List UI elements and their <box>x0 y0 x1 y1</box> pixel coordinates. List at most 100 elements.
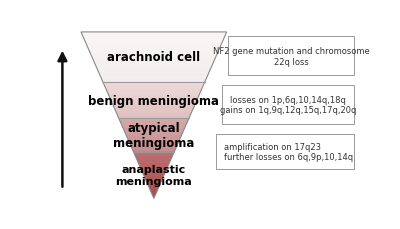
Polygon shape <box>113 106 194 107</box>
Polygon shape <box>84 38 224 39</box>
Polygon shape <box>128 140 180 141</box>
Polygon shape <box>110 98 198 99</box>
Polygon shape <box>133 151 175 152</box>
Polygon shape <box>136 157 172 158</box>
Polygon shape <box>86 43 222 44</box>
Polygon shape <box>95 65 212 66</box>
Polygon shape <box>106 90 202 91</box>
Polygon shape <box>108 94 200 95</box>
Polygon shape <box>129 141 179 142</box>
Polygon shape <box>133 150 175 151</box>
Polygon shape <box>116 111 192 112</box>
Polygon shape <box>87 46 221 47</box>
Polygon shape <box>126 136 181 137</box>
Polygon shape <box>130 143 178 144</box>
Polygon shape <box>146 179 162 180</box>
Text: losses on 1p,6q,10,14q,18q
gains on 1q,9q,12q,15q,17q,20q: losses on 1p,6q,10,14q,18q gains on 1q,9… <box>220 95 356 115</box>
Polygon shape <box>85 42 223 43</box>
Polygon shape <box>125 133 183 134</box>
FancyBboxPatch shape <box>222 86 354 124</box>
Polygon shape <box>130 145 177 146</box>
Text: atypical
meningioma: atypical meningioma <box>113 122 194 150</box>
Polygon shape <box>150 191 157 192</box>
Polygon shape <box>122 127 185 128</box>
Polygon shape <box>134 153 174 154</box>
Polygon shape <box>98 72 210 73</box>
Polygon shape <box>147 183 160 184</box>
Polygon shape <box>134 154 173 155</box>
Text: NF2 gene mutation and chromosome
22q loss: NF2 gene mutation and chromosome 22q los… <box>213 47 370 66</box>
Polygon shape <box>139 165 169 166</box>
Polygon shape <box>120 121 188 122</box>
Polygon shape <box>125 132 183 133</box>
Polygon shape <box>144 177 163 178</box>
Polygon shape <box>86 44 222 45</box>
Polygon shape <box>136 159 171 160</box>
Text: arachnoid cell: arachnoid cell <box>107 51 200 64</box>
Polygon shape <box>103 83 204 84</box>
Polygon shape <box>96 66 212 67</box>
Polygon shape <box>107 92 201 93</box>
Polygon shape <box>143 173 165 174</box>
Polygon shape <box>111 101 197 102</box>
Polygon shape <box>123 128 185 129</box>
Polygon shape <box>89 51 219 52</box>
Polygon shape <box>117 114 191 115</box>
Polygon shape <box>92 57 216 58</box>
Polygon shape <box>149 187 159 188</box>
Polygon shape <box>129 142 179 143</box>
Polygon shape <box>107 91 201 92</box>
Polygon shape <box>132 147 176 148</box>
Polygon shape <box>106 88 202 89</box>
Polygon shape <box>92 58 216 59</box>
Polygon shape <box>119 119 189 120</box>
Polygon shape <box>122 126 186 127</box>
Polygon shape <box>138 162 170 163</box>
Polygon shape <box>128 139 180 140</box>
Polygon shape <box>89 50 219 51</box>
Polygon shape <box>85 41 223 42</box>
Polygon shape <box>124 131 183 132</box>
Text: benign meningioma: benign meningioma <box>88 94 219 107</box>
Polygon shape <box>91 55 217 56</box>
Polygon shape <box>121 123 187 124</box>
Polygon shape <box>112 102 196 103</box>
Polygon shape <box>120 120 188 121</box>
Polygon shape <box>100 77 207 78</box>
Polygon shape <box>141 170 166 171</box>
Polygon shape <box>112 104 195 105</box>
Polygon shape <box>150 190 158 191</box>
Polygon shape <box>136 158 172 159</box>
Polygon shape <box>124 129 184 130</box>
Polygon shape <box>91 56 216 57</box>
Polygon shape <box>96 68 211 69</box>
Polygon shape <box>81 33 226 34</box>
Polygon shape <box>103 82 205 83</box>
Polygon shape <box>84 39 224 40</box>
Polygon shape <box>102 79 206 80</box>
Polygon shape <box>82 35 226 36</box>
Polygon shape <box>116 113 192 114</box>
Polygon shape <box>144 176 164 177</box>
Polygon shape <box>151 192 157 193</box>
Polygon shape <box>127 137 181 138</box>
Polygon shape <box>134 152 174 153</box>
Polygon shape <box>153 196 155 197</box>
Polygon shape <box>148 186 159 187</box>
Polygon shape <box>104 86 203 87</box>
Polygon shape <box>135 155 173 156</box>
Polygon shape <box>126 134 182 135</box>
Polygon shape <box>113 105 195 106</box>
Polygon shape <box>88 48 220 49</box>
Polygon shape <box>90 53 218 54</box>
Polygon shape <box>95 64 213 65</box>
Polygon shape <box>124 130 184 131</box>
Polygon shape <box>110 99 198 100</box>
Polygon shape <box>82 34 226 35</box>
Polygon shape <box>114 108 194 109</box>
Polygon shape <box>109 96 199 97</box>
Polygon shape <box>97 70 210 71</box>
Text: amplification on 17q23
further losses on 6q,9p,10,14q: amplification on 17q23 further losses on… <box>224 142 353 161</box>
FancyBboxPatch shape <box>216 134 354 169</box>
Polygon shape <box>122 125 186 126</box>
